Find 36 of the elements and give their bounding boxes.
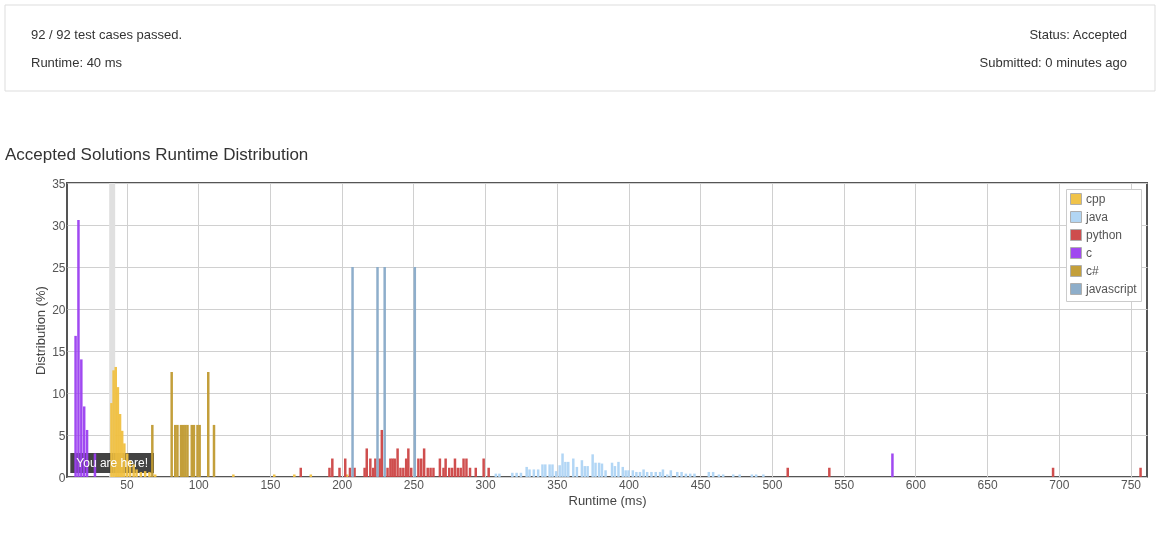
x-tick-label: 400 [619,477,640,492]
x-axis-title: Runtime (ms) [568,492,647,508]
chart-title: Accepted Solutions Runtime Distribution [5,145,309,164]
x-tick-label: 650 [977,477,998,492]
x-tick-label: 50 [120,477,134,492]
legend-label: javascript [1085,282,1138,296]
y-tick-label: 20 [52,302,66,317]
x-tick-label: 100 [188,477,210,492]
text: Status: Accepted [1029,27,1127,42]
y-axis-title: Distribution (%) [33,286,49,375]
x-tick-label: 500 [762,477,783,492]
text: Submitted: 0 minutes ago [979,55,1127,70]
x-tick-label: 450 [690,477,712,492]
x-tick-label: 350 [547,477,568,492]
x-tick-label: 550 [834,477,855,492]
legend-label: c [1086,246,1092,260]
legend-label: java [1085,210,1109,224]
y-tick-label: 35 [52,176,66,191]
x-tick-label: 200 [332,477,353,492]
x-tick-label: 300 [475,477,496,492]
x-tick-label: 250 [403,477,425,492]
text: 92 / 92 test cases passed. [31,27,183,42]
x-tick-label: 700 [1049,477,1070,492]
y-tick-label: 5 [58,428,66,443]
y-tick-label: 0 [58,470,66,485]
x-tick-label: 750 [1121,477,1142,492]
x-tick-label: 150 [260,477,281,492]
legend-label: cpp [1086,192,1106,206]
y-tick-label: 25 [52,260,66,275]
y-tick-label: 30 [52,218,66,233]
legend-label: python [1086,228,1123,242]
x-tick-label: 600 [905,477,927,492]
y-tick-label: 15 [52,344,66,359]
text: Runtime: 40 ms [31,55,123,70]
legend-label: c# [1086,264,1099,278]
y-tick-label: 10 [52,386,66,401]
